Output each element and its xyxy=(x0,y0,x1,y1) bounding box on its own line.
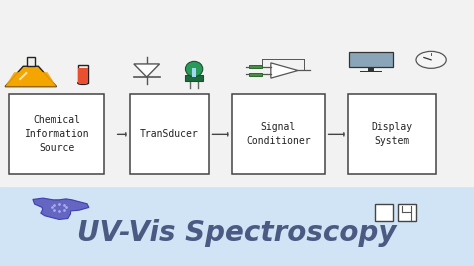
Bar xyxy=(27,57,35,66)
Bar xyxy=(0,186,474,266)
FancyBboxPatch shape xyxy=(248,73,262,76)
Bar xyxy=(78,68,88,83)
Bar xyxy=(232,94,325,174)
Bar xyxy=(9,94,104,174)
Bar xyxy=(185,74,203,81)
Text: Chemical
Information
Source: Chemical Information Source xyxy=(25,115,89,153)
Text: Display
System: Display System xyxy=(372,122,413,146)
Polygon shape xyxy=(134,64,160,77)
Text: Signal
Conditioner: Signal Conditioner xyxy=(246,122,311,146)
Polygon shape xyxy=(5,66,56,87)
Bar xyxy=(78,65,88,83)
Bar xyxy=(368,67,374,72)
Bar xyxy=(0,0,474,186)
Bar xyxy=(375,204,393,222)
FancyBboxPatch shape xyxy=(248,65,262,68)
Bar xyxy=(130,94,209,174)
Polygon shape xyxy=(5,72,56,87)
Polygon shape xyxy=(33,198,89,219)
Polygon shape xyxy=(271,63,298,78)
Bar xyxy=(360,71,382,72)
Text: UV-Vis Spectroscopy: UV-Vis Spectroscopy xyxy=(77,219,397,247)
Circle shape xyxy=(416,51,446,68)
Ellipse shape xyxy=(185,61,203,77)
Ellipse shape xyxy=(78,82,88,84)
Ellipse shape xyxy=(78,81,88,84)
Bar xyxy=(192,68,196,77)
Bar xyxy=(348,94,436,174)
Text: TranSducer: TranSducer xyxy=(140,129,199,139)
Bar xyxy=(349,52,393,67)
Bar xyxy=(398,204,416,222)
